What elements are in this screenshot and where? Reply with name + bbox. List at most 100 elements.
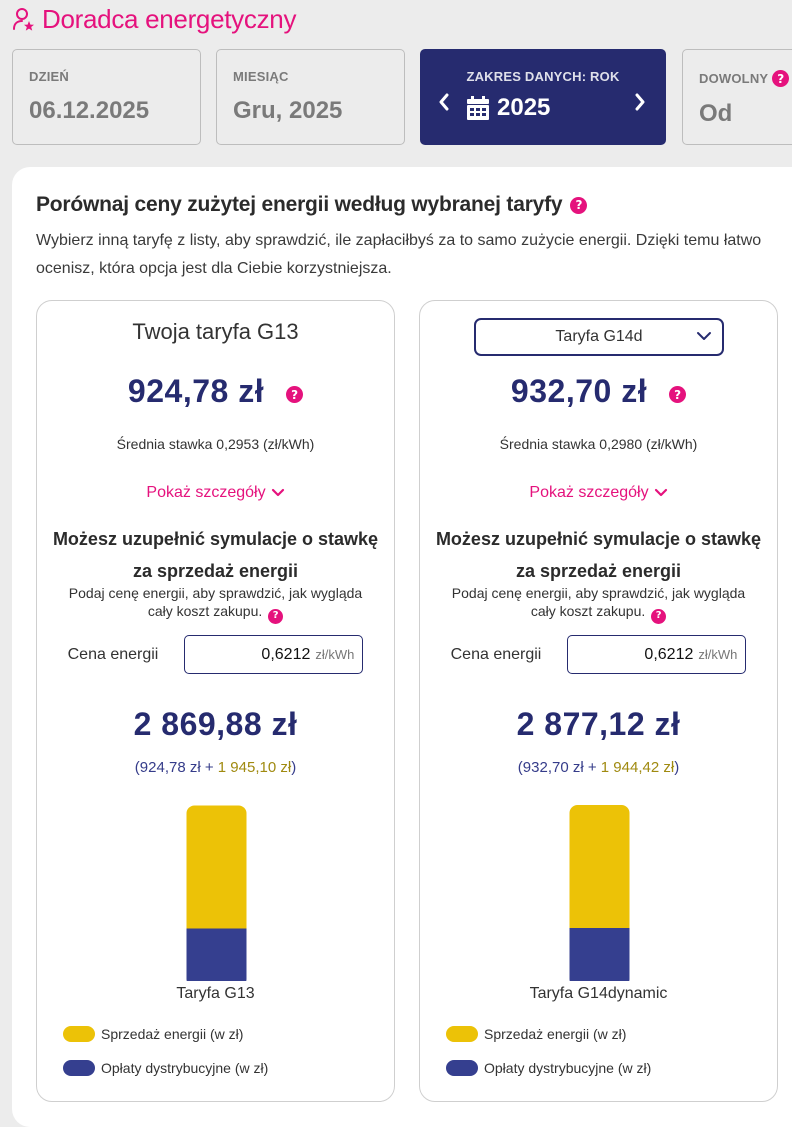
comparison-panel: Porównaj ceny zużytej energii według wyb… — [12, 167, 792, 1127]
bar-segment-distribution[interactable] — [569, 927, 630, 981]
show-details-link[interactable]: Pokaż szczegóły — [37, 484, 394, 502]
tariff-select-value: Taryfa G14d — [555, 328, 643, 345]
chevron-down-icon — [697, 332, 711, 340]
tab-custom-label: DOWOLNY — [699, 71, 769, 86]
bar-segment-distribution[interactable] — [186, 928, 247, 981]
paren-open: ( — [134, 759, 140, 776]
energy-price-row: Cena energii 0,6212 zł/kWh — [37, 635, 394, 674]
cost-breakdown: (924,78 zł + 1 945,10 zł) — [37, 759, 394, 776]
simulation-description-text: Podaj cenę energii, aby sprawdzić, jak w… — [451, 585, 746, 619]
sale-cost: 1 944,42 zł — [600, 759, 675, 776]
legend-label-sale: Sprzedaż energii (w zł) — [101, 1026, 244, 1042]
paren-close: ) — [291, 759, 297, 776]
chevron-left-icon — [439, 93, 449, 111]
legend-item-distribution: Opłaty dystrybucyjne (w zł) — [63, 1051, 268, 1085]
tab-month[interactable]: MIESIĄC Gru, 2025 — [216, 49, 405, 145]
legend-swatch-sale — [63, 1026, 95, 1042]
cost-breakdown: (932,70 zł + 1 944,42 zł) — [420, 759, 777, 776]
help-icon[interactable]: ? — [669, 386, 687, 403]
legend-swatch-distribution — [63, 1060, 95, 1076]
tariff-title: Twoja taryfa G13 — [132, 319, 299, 344]
tab-custom[interactable]: DOWOLNY ? Od — [682, 49, 792, 145]
energy-price-label: Cena energii — [67, 645, 159, 663]
legend-item-sale: Sprzedaż energii (w zł) — [63, 1017, 268, 1051]
tab-day-label: DZIEŃ — [29, 69, 69, 84]
plus-sign: + — [200, 759, 218, 776]
energy-price: 932,70 zł ? — [420, 373, 777, 410]
bar-category-label: Taryfa G13 — [176, 985, 255, 1002]
chevron-down-icon — [271, 488, 284, 497]
chart-legend: Sprzedaż energii (w zł) Opłaty dystrybuc… — [63, 1017, 268, 1085]
price-amount: 924,78 zł — [127, 373, 265, 409]
average-rate: Średnia stawka 0,2953 (zł/kWh) — [116, 436, 315, 452]
energy-price-input[interactable]: 0,6212 zł/kWh — [184, 635, 364, 674]
app-title-text: Doradca energetyczny — [42, 4, 297, 34]
prev-year-button[interactable] — [433, 89, 455, 115]
tab-day-value: 06.12.2025 — [29, 97, 150, 124]
energy-price-unit: zł/kWh — [315, 647, 355, 662]
paren-close: ) — [674, 759, 680, 776]
simulation-description: Podaj cenę energii, aby sprawdzić, jak w… — [420, 584, 777, 624]
sale-cost: 1 945,10 zł — [217, 759, 292, 776]
tab-year-label: ZAKRES DANYCH: ROK — [466, 69, 620, 84]
panel-description: Wybierz inną taryfę z listy, aby sprawdz… — [36, 232, 762, 277]
tab-custom-label-wrap: DOWOLNY ? — [699, 70, 790, 87]
chevron-down-icon — [654, 488, 667, 497]
tab-month-value: Gru, 2025 — [233, 97, 343, 124]
app-title: Doradca energetyczny — [12, 4, 296, 35]
tab-custom-value: Od — [699, 100, 733, 127]
energy-price-row: Cena energii 0,6212 zł/kWh — [420, 635, 777, 674]
simulation-description-text: Podaj cenę energii, aby sprawdzić, jak w… — [68, 585, 363, 619]
calendar-icon — [467, 96, 489, 120]
tariff-card-compare: Taryfa G14d 932,70 zł ? Średnia stawka 0… — [419, 300, 778, 1102]
chart-legend: Sprzedaż energii (w zł) Opłaty dystrybuc… — [446, 1017, 651, 1085]
legend-label-sale: Sprzedaż energii (w zł) — [484, 1026, 627, 1042]
energy-price-value: 0,6212 — [261, 645, 311, 663]
simulation-heading: Możesz uzupełnić symulacje o stawkę za s… — [435, 529, 762, 581]
user-star-icon — [13, 7, 34, 31]
energy-price-value: 0,6212 — [644, 645, 694, 663]
help-icon[interactable]: ? — [651, 608, 667, 624]
help-icon[interactable]: ? — [772, 70, 790, 87]
total-cost: 2 877,12 zł — [516, 706, 681, 742]
stacked-bar-chart — [186, 805, 247, 981]
legend-label-distribution: Opłaty dystrybucyjne (w zł) — [101, 1060, 269, 1076]
paren-open: ( — [517, 759, 523, 776]
energy-price-label: Cena energii — [450, 645, 542, 663]
show-details-link[interactable]: Pokaż szczegóły — [420, 484, 777, 502]
simulation-heading: Możesz uzupełnić symulacje o stawkę za s… — [52, 529, 379, 581]
energy-price: 924,78 zł ? — [37, 373, 394, 410]
distribution-cost: 932,70 zł — [522, 759, 584, 776]
bar-segment-sale[interactable] — [186, 805, 247, 929]
simulation-description: Podaj cenę energii, aby sprawdzić, jak w… — [37, 584, 394, 624]
help-icon[interactable]: ? — [570, 196, 588, 214]
range-tabs: DZIEŃ 06.12.2025 MIESIĄC Gru, 2025 ZAKRE… — [12, 49, 792, 145]
energy-price-unit: zł/kWh — [698, 647, 738, 662]
help-icon[interactable]: ? — [286, 386, 304, 403]
stacked-bar-chart — [569, 805, 630, 981]
year-display: 2025 — [467, 94, 550, 122]
bar-category-label: Taryfa G14dynamic — [529, 985, 668, 1002]
legend-swatch-distribution — [446, 1060, 478, 1076]
tab-year[interactable]: ZAKRES DANYCH: ROK 2025 — [420, 49, 666, 145]
plus-sign: + — [583, 759, 601, 776]
tab-day[interactable]: DZIEŃ 06.12.2025 — [12, 49, 201, 145]
panel-title: Porównaj ceny zużytej energii według wyb… — [36, 193, 588, 217]
legend-swatch-sale — [446, 1026, 478, 1042]
tariff-card-current: Twoja taryfa G13 924,78 zł ? Średnia sta… — [36, 300, 395, 1102]
show-details-label: Pokaż szczegóły — [146, 484, 266, 501]
total-cost: 2 869,88 zł — [133, 706, 298, 742]
legend-item-sale: Sprzedaż energii (w zł) — [446, 1017, 651, 1051]
next-year-button[interactable] — [629, 89, 651, 115]
legend-label-distribution: Opłaty dystrybucyjne (w zł) — [484, 1060, 652, 1076]
chevron-right-icon — [635, 93, 645, 111]
help-icon[interactable]: ? — [268, 608, 284, 624]
price-amount: 932,70 zł — [510, 373, 648, 409]
tariff-select[interactable]: Taryfa G14d — [474, 318, 724, 356]
distribution-cost: 924,78 zł — [139, 759, 201, 776]
legend-item-distribution: Opłaty dystrybucyjne (w zł) — [446, 1051, 651, 1085]
panel-title-text: Porównaj ceny zużytej energii według wyb… — [36, 193, 563, 216]
show-details-label: Pokaż szczegóły — [529, 484, 649, 501]
energy-price-input[interactable]: 0,6212 zł/kWh — [567, 635, 747, 674]
bar-segment-sale[interactable] — [569, 805, 630, 928]
